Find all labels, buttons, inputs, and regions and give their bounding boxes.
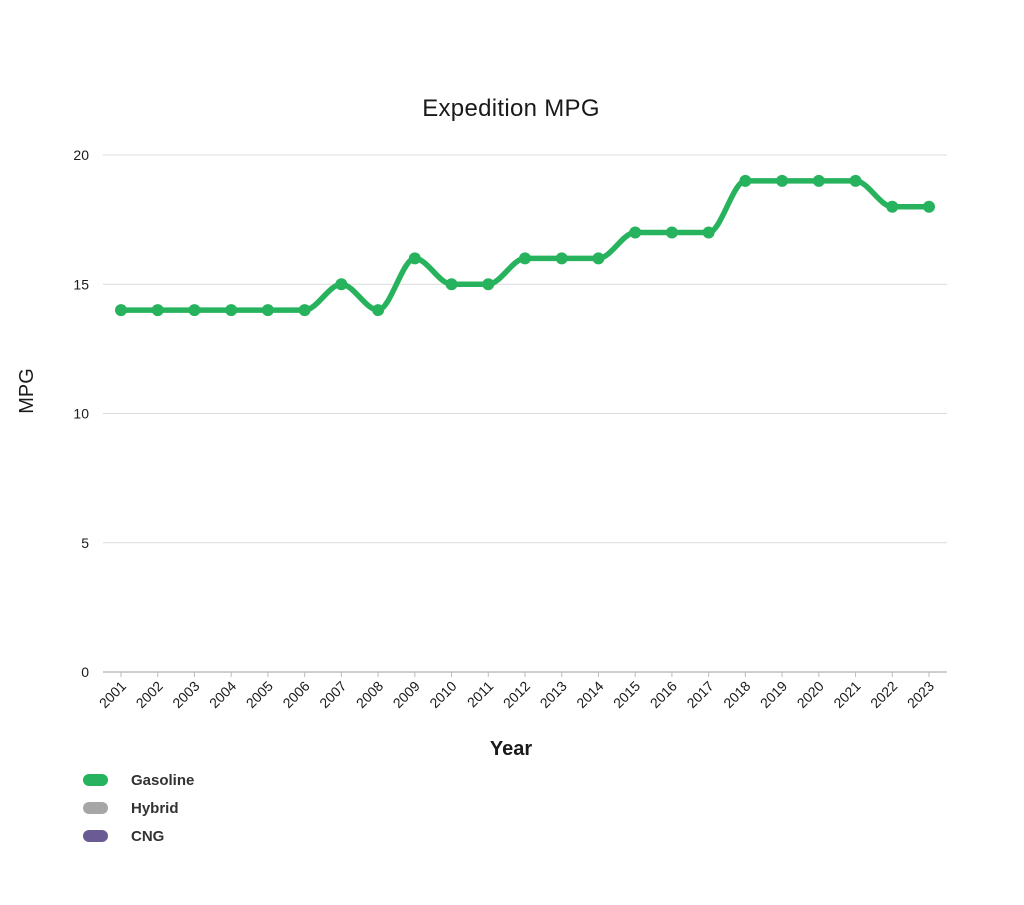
data-point-gasoline-2022[interactable] bbox=[886, 200, 899, 213]
x-tick-label-2006: 2006 bbox=[279, 678, 312, 711]
x-tick-label-2002: 2002 bbox=[133, 678, 166, 711]
data-point-gasoline-2001[interactable] bbox=[115, 304, 127, 317]
legend-item-hybrid[interactable]: Hybrid bbox=[83, 794, 194, 822]
x-tick-label-2008: 2008 bbox=[353, 678, 386, 711]
data-point-gasoline-2016[interactable] bbox=[665, 226, 678, 239]
x-tick-label-2010: 2010 bbox=[426, 678, 459, 711]
x-tick-label-2022: 2022 bbox=[867, 678, 900, 711]
legend-item-cng[interactable]: CNG bbox=[83, 822, 194, 850]
gridlines bbox=[103, 154, 947, 673]
y-axis-title: MPG bbox=[16, 368, 38, 414]
data-point-gasoline-2007[interactable] bbox=[335, 278, 348, 291]
data-point-gasoline-2011[interactable] bbox=[482, 278, 495, 291]
x-tick-label-2015: 2015 bbox=[610, 678, 643, 711]
legend-swatch-cng bbox=[83, 830, 108, 842]
y-tick-label-5: 5 bbox=[81, 535, 89, 551]
data-point-gasoline-2002[interactable] bbox=[151, 304, 164, 317]
data-point-gasoline-2004[interactable] bbox=[225, 304, 238, 317]
legend: Gasoline Hybrid CNG bbox=[83, 766, 194, 850]
x-tick-label-2009: 2009 bbox=[390, 678, 423, 711]
data-point-gasoline-2012[interactable] bbox=[519, 252, 531, 265]
x-tick-label-2004: 2004 bbox=[206, 678, 239, 711]
data-point-gasoline-2003[interactable] bbox=[188, 304, 201, 317]
data-point-gasoline-2018[interactable] bbox=[739, 174, 752, 187]
legend-label-cng: CNG bbox=[131, 827, 165, 845]
series-line-gasoline bbox=[118, 178, 932, 313]
x-tick-label-2013: 2013 bbox=[537, 678, 570, 711]
x-tick-label-2023: 2023 bbox=[904, 678, 937, 711]
legend-swatch-gasoline bbox=[83, 774, 108, 786]
data-point-gasoline-2021[interactable] bbox=[849, 174, 862, 187]
x-tick-label-2011: 2011 bbox=[464, 678, 497, 711]
x-tick-label-2021: 2021 bbox=[830, 678, 863, 711]
data-point-gasoline-2014[interactable] bbox=[592, 252, 605, 265]
legend-label-gasoline: Gasoline bbox=[131, 771, 195, 789]
x-tick-label-2017: 2017 bbox=[683, 678, 716, 711]
data-point-gasoline-2017[interactable] bbox=[702, 226, 715, 239]
data-point-gasoline-2005[interactable] bbox=[261, 304, 274, 317]
y-axis-ticks: 0 5 10 15 20 bbox=[73, 147, 89, 680]
data-point-gasoline-2019[interactable] bbox=[776, 174, 789, 187]
data-point-gasoline-2013[interactable] bbox=[555, 252, 568, 265]
x-tick-label-2019: 2019 bbox=[757, 678, 790, 711]
data-point-gasoline-2015[interactable] bbox=[629, 226, 642, 239]
x-tick-label-2005: 2005 bbox=[243, 678, 276, 711]
data-point-gasoline-2008[interactable] bbox=[372, 304, 385, 317]
y-tick-label-20: 20 bbox=[73, 147, 89, 163]
legend-swatch-hybrid bbox=[83, 802, 108, 814]
data-point-gasoline-2010[interactable] bbox=[445, 278, 458, 291]
x-axis-ticks: 2001 2002 2003 2004 2005 2006 2007 2008 2009 2010… bbox=[96, 672, 937, 711]
y-tick-label-0: 0 bbox=[81, 664, 89, 680]
x-axis-title: Year bbox=[490, 738, 532, 760]
x-tick-label-2018: 2018 bbox=[720, 678, 753, 711]
x-tick-label-2012: 2012 bbox=[500, 678, 533, 711]
x-tick-label-2020: 2020 bbox=[794, 678, 827, 711]
legend-label-hybrid: Hybrid bbox=[131, 799, 179, 817]
data-point-gasoline-2020[interactable] bbox=[812, 174, 825, 187]
y-tick-label-15: 15 bbox=[73, 276, 89, 292]
y-tick-label-10: 10 bbox=[73, 406, 89, 422]
x-tick-label-2014: 2014 bbox=[573, 678, 606, 711]
series-group bbox=[115, 174, 935, 317]
chart-title: Expedition MPG bbox=[422, 95, 600, 122]
x-tick-label-2003: 2003 bbox=[169, 678, 202, 711]
legend-item-gasoline[interactable]: Gasoline bbox=[83, 766, 194, 794]
data-point-gasoline-2006[interactable] bbox=[298, 304, 311, 317]
x-tick-label-2007: 2007 bbox=[316, 678, 349, 711]
x-tick-label-2016: 2016 bbox=[647, 678, 680, 711]
x-tick-label-2001: 2001 bbox=[96, 678, 129, 711]
data-point-gasoline-2009[interactable] bbox=[408, 252, 421, 265]
data-point-gasoline-2023[interactable] bbox=[923, 200, 935, 213]
